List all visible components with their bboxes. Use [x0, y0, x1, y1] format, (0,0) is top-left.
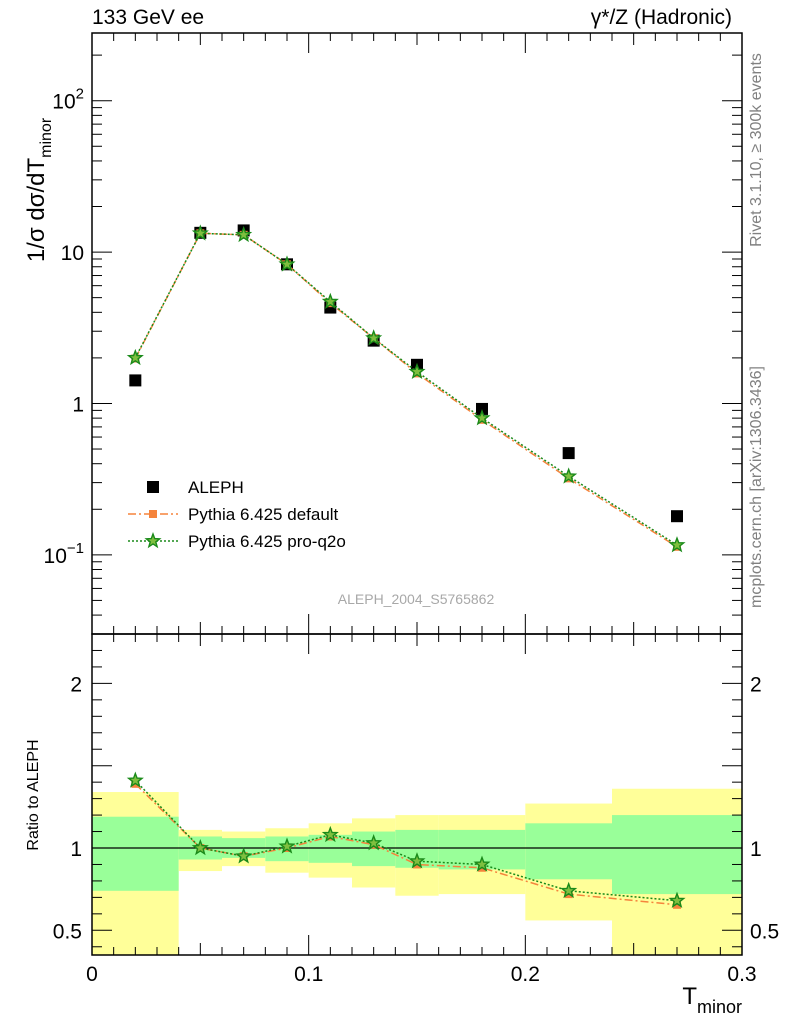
ratio-point-mc_proq2o-7: [473, 855, 491, 872]
ratio-y-tick-label-right-1: 1: [750, 838, 762, 861]
legend-entry-mc_default: Pythia 6.425 default: [128, 505, 339, 524]
x-tick-label-3: 0.3: [727, 963, 756, 986]
ratio-point-mc_proq2o-5: [365, 834, 383, 851]
point-mc_proq2o-8: [560, 467, 578, 484]
ratio-point-mc_proq2o-8: [560, 881, 578, 899]
main-plot-series: [126, 224, 686, 553]
main-y-tick-label-3: 102: [52, 86, 84, 114]
ratio-point-mc_proq2o-3: [278, 837, 296, 854]
ratio-line-mc_proq2o: [134, 779, 678, 902]
point-mc_proq2o-3: [278, 255, 296, 272]
legend-marker-mc_default: [149, 510, 157, 518]
legend-label-mc_default: Pythia 6.425 default: [188, 505, 339, 524]
ratio-y-tick-label-0: 0.5: [53, 920, 82, 943]
legend-entry-mc_proq2o: Pythia 6.425 pro-q2o: [128, 532, 346, 551]
point-mc_proq2o-5: [365, 329, 383, 346]
main-y-axis-label-main: 1/σ dσ/dT: [23, 158, 50, 263]
point-mc_proq2o-4: [321, 292, 339, 309]
ratio-point-mc_proq2o-9: [668, 891, 686, 908]
ratio-line-mc_default: [134, 783, 678, 906]
main-y-tick-exp: 2: [76, 86, 84, 103]
ratio-y-tick-label-right-0: 0.5: [750, 920, 779, 943]
legend-label-data: ALEPH: [188, 478, 244, 497]
point-mc_proq2o-9: [668, 536, 686, 553]
ratio-y-tick-label-1: 1: [70, 838, 82, 861]
legend: ALEPH Pythia 6.425 default Pythia 6.425 pr…: [128, 478, 346, 551]
side-text-mcplots: mcplots.cern.ch [arXiv:1306.3436]: [748, 366, 765, 608]
ratio-plot-series: [126, 771, 686, 909]
series-mc_default: [131, 229, 681, 551]
ratio-series-mc_proq2o: [126, 771, 686, 908]
ratio-point-mc_proq2o-1: [191, 838, 209, 856]
legend-label-mc_proq2o: Pythia 6.425 pro-q2o: [188, 532, 346, 551]
main-y-tick-label-1: 1: [72, 393, 84, 416]
point-data-8: [562, 447, 575, 460]
point-mc_proq2o-6: [408, 362, 426, 380]
main-y-tick-label-0: 10−1: [44, 540, 84, 568]
ratio-y-tick-label-right-2: 2: [750, 673, 762, 696]
ratio-y-axis-label: Ratio to ALEPH: [25, 739, 42, 850]
ratio-point-mc_proq2o-2: [235, 847, 253, 864]
x-tick-label-1: 0.1: [294, 963, 323, 986]
ratio-point-mc_proq2o-0: [126, 771, 144, 788]
legend-entry-data: ALEPH: [147, 478, 244, 497]
point-data-7: [476, 402, 488, 415]
x-axis-label-main: T: [682, 983, 697, 1010]
legend-marker-mc_proq2o: [144, 532, 162, 549]
green-band-bin-9: [612, 815, 742, 895]
header-right-label: γ*/Z (Hadronic): [590, 6, 732, 29]
main-y-tick-base: 10: [44, 545, 67, 568]
green-band-bin-0: [92, 816, 179, 891]
legend-marker-data: [147, 481, 159, 493]
point-mc_proq2o-2: [235, 225, 253, 243]
series-line-mc_proq2o: [134, 232, 678, 546]
ratio-point-mc_proq2o-6: [408, 852, 426, 869]
x-tick-label-2: 0.2: [511, 963, 540, 986]
point-mc_proq2o-7: [473, 409, 491, 426]
point-mc_proq2o-0: [126, 348, 144, 366]
ratio-point-mc_default-9: [673, 900, 681, 909]
ratio-uncertainty-bands: [92, 788, 742, 955]
main-y-tick-exp: −1: [67, 540, 84, 557]
x-axis-label: Tminor: [682, 983, 742, 1017]
main-y-tick-base: 10: [52, 91, 75, 114]
green-band-bin-8: [525, 823, 612, 880]
main-y-axis-label: 1/σ dσ/dTminor: [23, 117, 55, 262]
ratio-point-mc_proq2o-4: [321, 825, 339, 843]
series-mc_proq2o: [126, 224, 686, 553]
watermark-label: ALEPH_2004_S5765862: [338, 591, 495, 607]
main-y-tick-label-2: 10: [61, 242, 84, 265]
x-tick-label-0: 0: [86, 963, 98, 986]
ratio-y-tick-label-2: 2: [70, 673, 82, 696]
series-line-mc_default: [134, 232, 678, 548]
point-data-9: [671, 510, 683, 523]
x-axis-label-sub: minor: [697, 997, 742, 1017]
point-data-0: [129, 374, 142, 387]
point-mc_proq2o-1: [191, 224, 209, 241]
ratio-panel-axes: 0 0.1 0.2 0.3 0.5 0.5 1 1 2 2: [53, 633, 779, 986]
main-y-axis-label-sub: minor: [38, 117, 55, 158]
side-text-rivet: Rivet 3.1.10, ≥ 300k events: [748, 53, 765, 247]
header-left-label: 133 GeV ee: [92, 6, 205, 29]
